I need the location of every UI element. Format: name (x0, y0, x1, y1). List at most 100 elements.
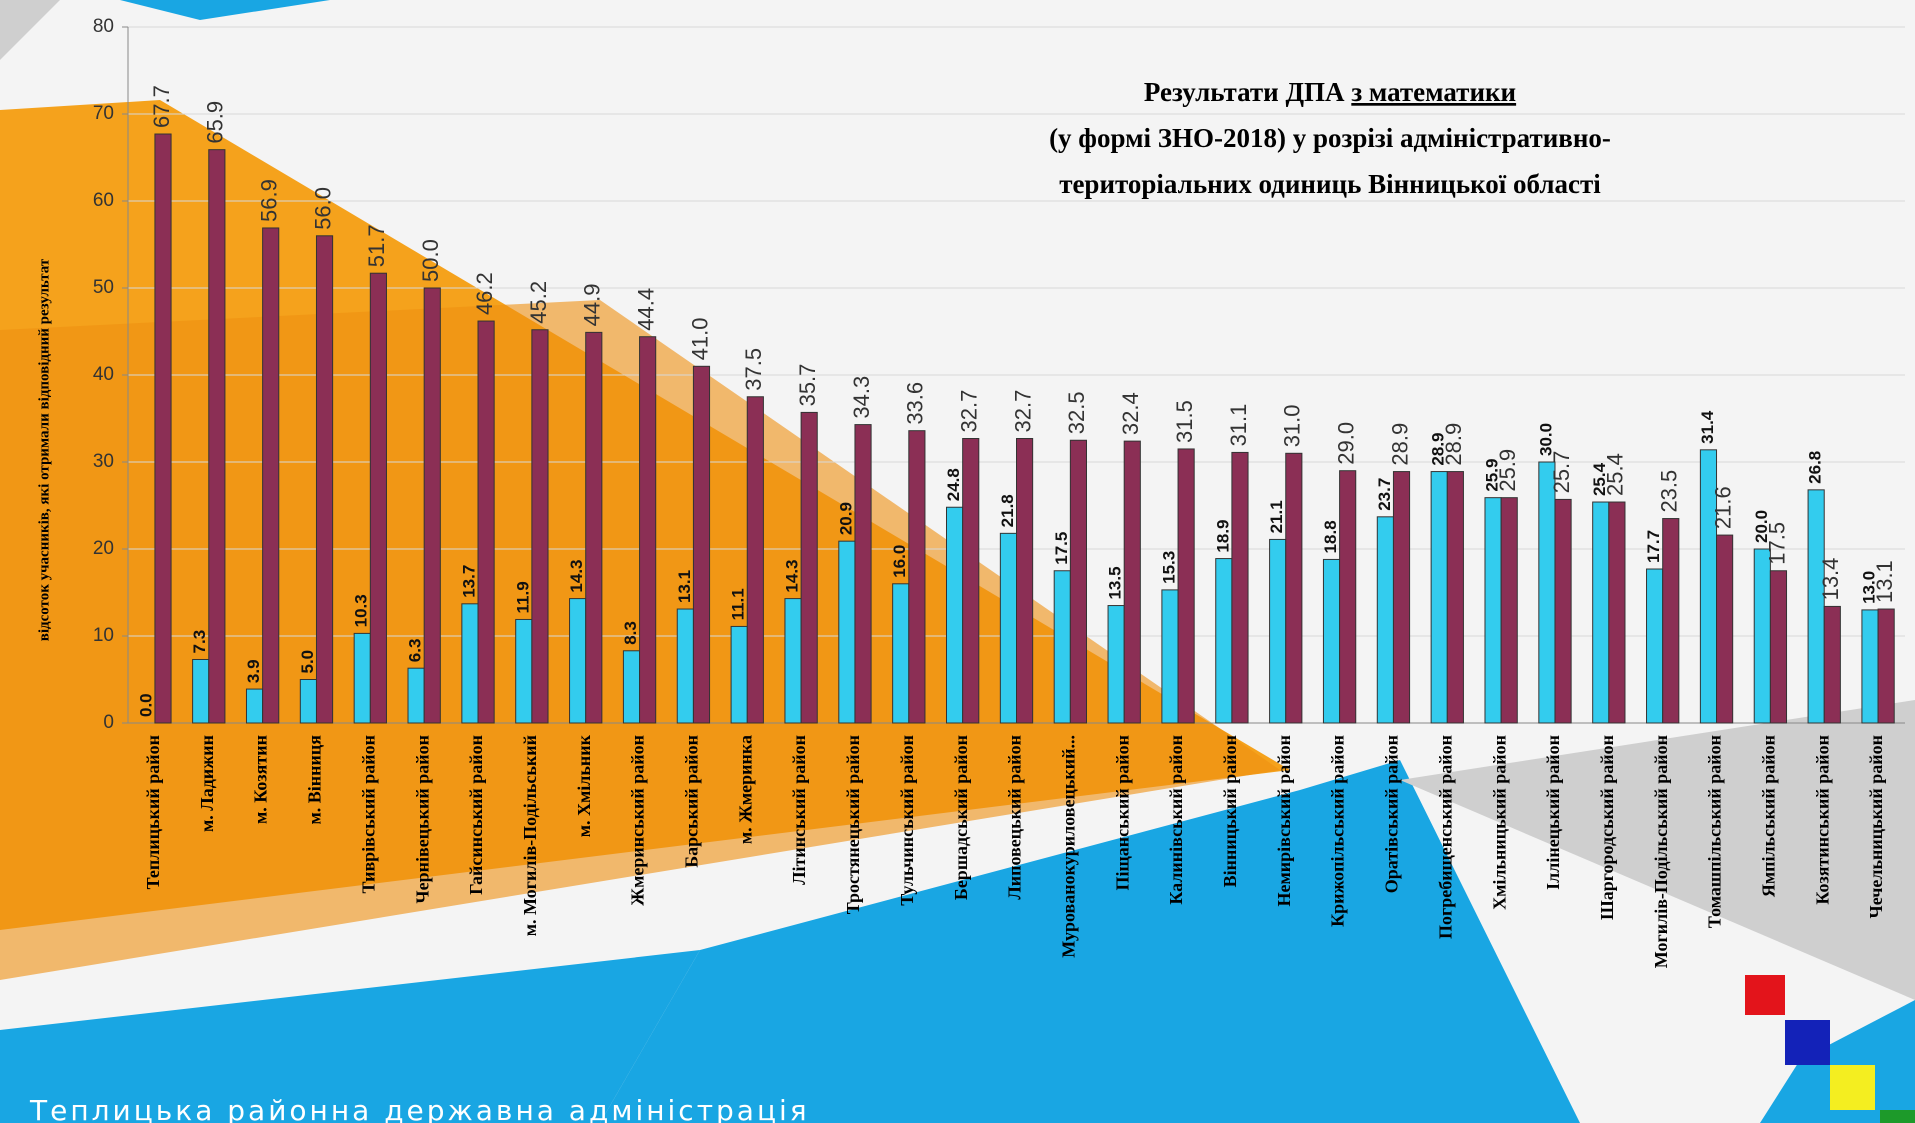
value-label: 25.9 (1483, 459, 1502, 492)
value-label: 46.2 (472, 272, 497, 315)
x-tick-label: м. Вінниця (305, 735, 325, 825)
value-label: 0.0 (136, 693, 155, 717)
bar (154, 133, 172, 724)
x-tick-label: Тиврівський район (358, 735, 378, 893)
bar (692, 365, 711, 724)
bar (639, 336, 657, 724)
value-label: 35.7 (795, 364, 820, 407)
x-tick-label: м. Жмеринка (735, 735, 755, 844)
y-tick-label: 40 (93, 364, 114, 385)
y-tick-label: 10 (93, 625, 114, 646)
value-label: 28.9 (1441, 423, 1466, 466)
value-label: 21.8 (998, 494, 1017, 527)
x-tick-label: Чечельницький район (1866, 735, 1886, 919)
value-label: 28.9 (1429, 432, 1448, 465)
bar (1646, 568, 1664, 724)
bar (407, 667, 425, 724)
value-label: 11.1 (729, 588, 748, 620)
value-label: 32.7 (957, 390, 982, 433)
chart-title: Результати ДПА з математики (у формі ЗНО… (1049, 77, 1611, 199)
x-tick-label: Томашпільський район (1705, 735, 1725, 928)
value-label: 44.4 (633, 288, 658, 331)
value-label: 17.5 (1764, 522, 1789, 565)
bar (531, 329, 549, 724)
value-label: 15.3 (1159, 551, 1178, 584)
bar (423, 287, 441, 724)
bar (208, 149, 226, 724)
bar (1716, 534, 1734, 724)
x-tick-label: Вінницький район (1220, 735, 1240, 887)
bar (730, 625, 748, 724)
value-label: 44.9 (580, 284, 605, 327)
bar (1269, 538, 1287, 724)
bar (800, 411, 818, 724)
bar (1753, 548, 1771, 724)
x-tick-label: Оратівський район (1382, 735, 1402, 893)
x-tick-label: Ямпільський район (1759, 735, 1779, 897)
value-label: 13.1 (1872, 560, 1897, 603)
bar (999, 532, 1018, 724)
bar (245, 688, 264, 724)
value-label: 31.4 (1698, 410, 1717, 444)
bar (838, 540, 856, 724)
decor (1785, 1020, 1830, 1065)
title-line: (у формі ЗНО-2018) у розрізі адміністрат… (1049, 123, 1611, 153)
bar (1376, 516, 1394, 724)
decor (120, 0, 330, 20)
bar (461, 603, 479, 724)
value-label: 33.6 (903, 382, 928, 425)
value-label: 45.2 (526, 281, 551, 324)
x-tick-label: Іллінецький район (1543, 735, 1563, 890)
value-label: 7.3 (190, 630, 209, 654)
value-label: 14.3 (783, 559, 802, 592)
value-label: 13.0 (1859, 571, 1878, 604)
bar (1107, 605, 1125, 724)
title-line: Результати ДПА з математики (1144, 77, 1516, 107)
x-tick-label: Липовецький район (1005, 735, 1025, 900)
bar (315, 235, 334, 724)
x-tick-label: м. Хмільник (574, 734, 594, 837)
value-label: 17.7 (1644, 530, 1663, 563)
decor (1745, 975, 1785, 1015)
bar (569, 598, 587, 724)
x-tick-label: Козятинський район (1812, 735, 1832, 905)
bar (1446, 471, 1464, 724)
value-label: 6.3 (406, 639, 425, 663)
bar (1769, 570, 1788, 724)
value-label: 23.5 (1657, 470, 1682, 513)
bar (784, 598, 802, 724)
value-label: 20.9 (836, 502, 855, 535)
y-tick-label: 50 (93, 277, 114, 298)
value-label: 28.9 (1387, 423, 1412, 466)
bar (1430, 471, 1448, 724)
bar (515, 618, 533, 724)
value-label: 51.7 (364, 224, 389, 267)
x-tick-label: Погребищенський район (1435, 735, 1455, 939)
decor (0, 950, 700, 1123)
x-tick-label: Гайсинський район (466, 735, 486, 895)
value-label: 17.5 (1052, 532, 1071, 565)
bar (622, 650, 641, 724)
y-tick-label: 30 (93, 451, 114, 472)
x-tick-label: Чернівецький район (412, 735, 432, 904)
footer: Теплицька районна державна адміністрація (29, 1094, 810, 1123)
value-label: 21.1 (1267, 500, 1286, 533)
bar (1123, 440, 1141, 724)
value-label: 31.5 (1172, 400, 1197, 443)
bar (676, 608, 694, 724)
value-label: 25.7 (1549, 451, 1574, 494)
value-label: 32.5 (1064, 391, 1089, 434)
value-label: 31.1 (1226, 404, 1251, 447)
value-label: 13.7 (459, 565, 478, 598)
value-label: 31.0 (1280, 404, 1305, 447)
value-label: 5.0 (298, 650, 317, 674)
bar (1662, 518, 1680, 724)
value-label: 18.9 (1213, 519, 1232, 552)
value-label: 14.3 (567, 559, 586, 592)
value-label: 3.9 (244, 659, 263, 683)
value-label: 67.7 (149, 85, 174, 128)
bar (1807, 489, 1825, 724)
bar (1392, 471, 1411, 724)
y-axis-label: відсоток учасників, які отримали відпові… (36, 258, 52, 641)
x-tick-label: Могилів-Подільський район (1651, 735, 1671, 968)
